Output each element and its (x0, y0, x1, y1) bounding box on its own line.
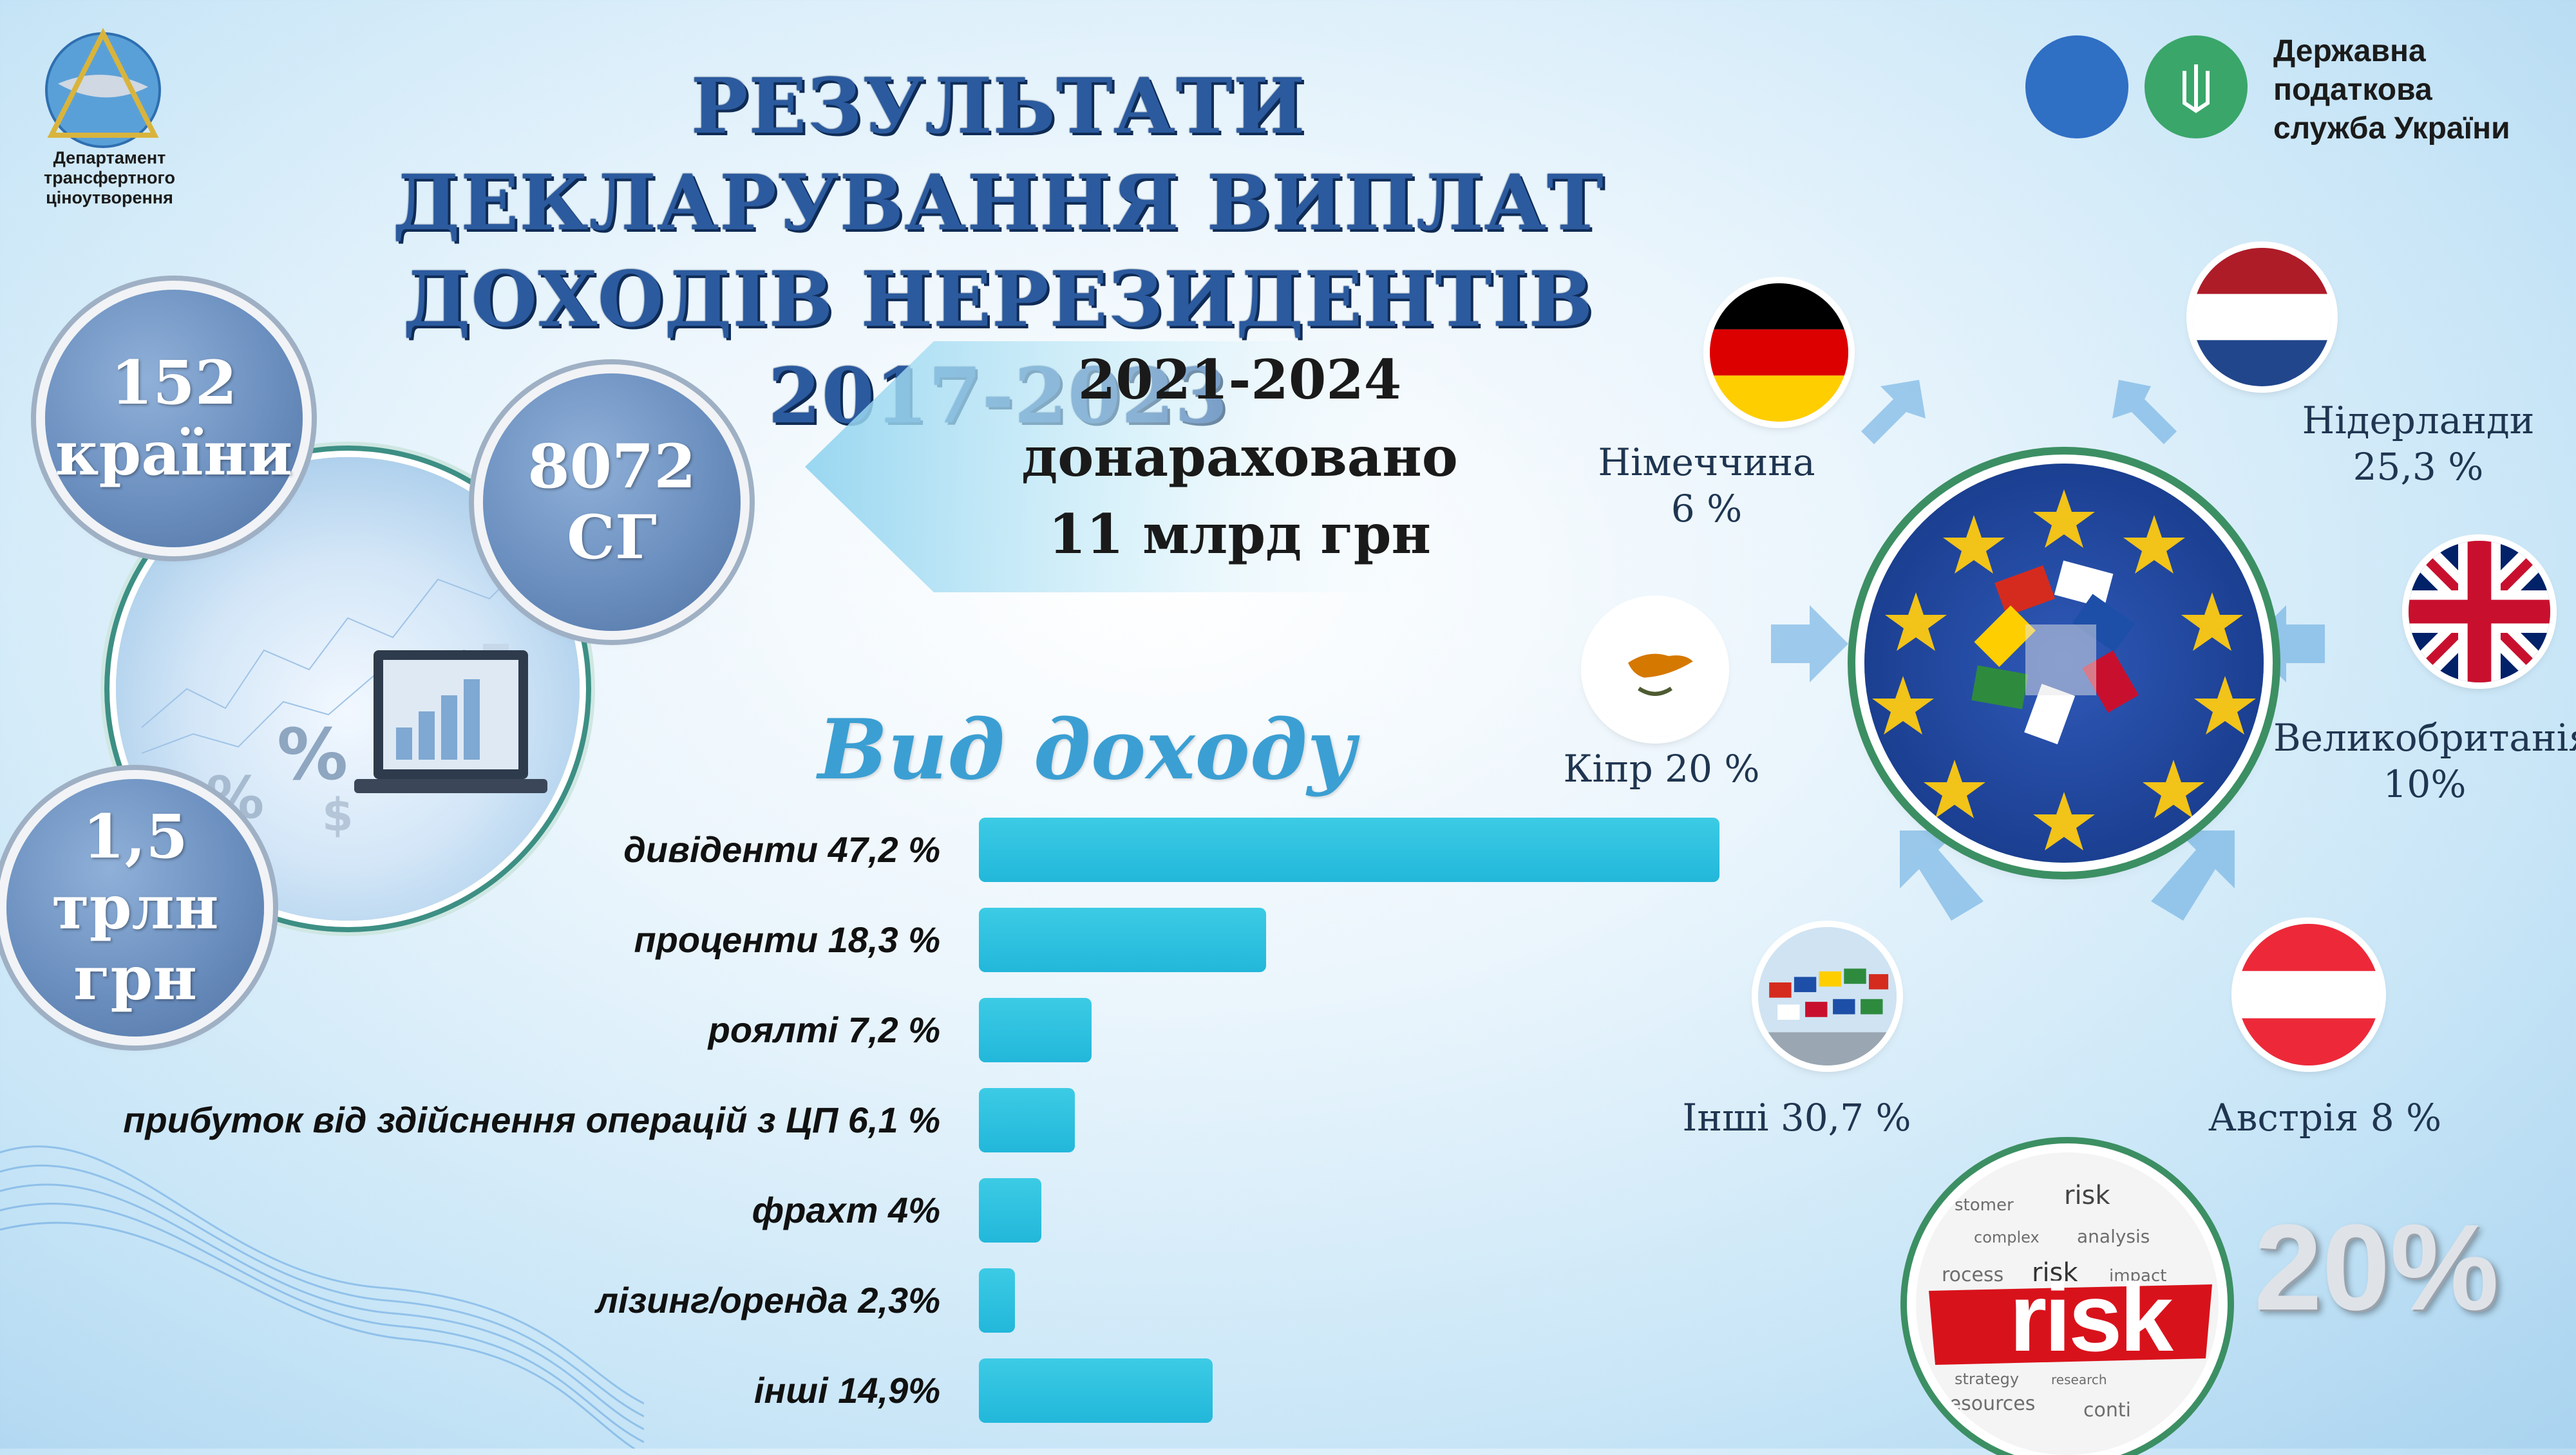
department-name: Департамент трансфертного ціноутворення (13, 148, 206, 208)
uk-label: Великобританія 10% (2273, 715, 2576, 807)
bar (979, 1358, 1213, 1423)
dept-line-2: трансфертного (44, 168, 175, 187)
world-flags-icon (1758, 927, 1897, 1065)
stat-countries-label: країни (55, 418, 293, 489)
svg-text:risk: risk (2064, 1181, 2110, 1210)
note-arrow-shape (805, 341, 1481, 592)
svg-text:rocess: rocess (1942, 1264, 2003, 1286)
bar (979, 818, 1719, 882)
note-years: 2021-2024 (1077, 348, 1402, 411)
bar-label: прибуток від здійснення операцій з ЦП 6,… (123, 1100, 940, 1140)
others-label: Інші 30,7 % (1682, 1096, 1911, 1140)
cyprus-flag-icon (1587, 602, 1723, 737)
netherlands-label: Нідерланди 25,3 % (2267, 397, 2570, 490)
additional-charges-note: 2021-2024 донараховано 11 млрд грн (934, 341, 1546, 573)
netherlands-share: 25,3 % (2353, 445, 2484, 489)
income-type-bar-chart: дивіденти 47,2 % проценти 18,3 % роялті 7,… (0, 818, 1739, 1449)
risk-cloud-icon: stomer risk complex analysis rocess risk… (1929, 1181, 2212, 1422)
svg-text:complex: complex (1974, 1228, 2040, 1246)
stat-cg-label: СГ (567, 502, 657, 573)
svg-text:analysis: analysis (2077, 1226, 2150, 1247)
risk-word: risk (2009, 1263, 2174, 1371)
page-title: РЕЗУЛЬТАТИ ДЕКЛАРУВАННЯ ВИПЛАТ ДОХОДІВ Н… (386, 58, 1610, 444)
agency-logo (2025, 35, 2248, 138)
germany-label: Німеччина 6 % (1533, 439, 1880, 532)
stat-amount-label: трлн грн (52, 872, 219, 1014)
bar-label: роялті 7,2 % (708, 1009, 940, 1050)
background-waves (0, 1145, 644, 1449)
dept-line-1: Департамент (53, 148, 166, 167)
germany-name: Німеччина (1598, 440, 1815, 484)
stat-countries-value: 152 (110, 348, 238, 418)
germany-share: 6 % (1671, 487, 1743, 530)
uk-flag-icon (2409, 541, 2550, 682)
finance-chart-illustration: % % $ (141, 547, 547, 841)
cyprus-label: Кіпр 20 % (1563, 747, 1760, 791)
stat-amount-value: 1,5 (82, 802, 188, 872)
agency-line-3: служба України (2273, 111, 2510, 146)
stat-amount: 1,5 трлн грн (6, 779, 264, 1037)
eu-stars-icon (1872, 489, 2256, 850)
bar (979, 1178, 1041, 1243)
dept-line-3: ціноутворення (46, 188, 173, 207)
bar (979, 1268, 1015, 1333)
stat-cg-value: 8072 (527, 431, 696, 502)
bar-label: дивіденти 47,2 % (623, 829, 940, 870)
svg-text:impact: impact (2109, 1266, 2166, 1286)
bar-label: фрахт 4% (752, 1190, 940, 1230)
bar (979, 908, 1266, 972)
chart-title: Вид доходу (818, 702, 1357, 798)
risk-percent: 20% (2254, 1199, 2499, 1336)
svg-text:strategy: strategy (1955, 1370, 2019, 1388)
bar (979, 1088, 1075, 1152)
svg-text:research: research (2051, 1372, 2107, 1387)
agency-line-2: податкова (2273, 73, 2432, 107)
svg-text:resources: resources (1942, 1393, 2035, 1415)
stat-cg: 8072 СГ (483, 373, 741, 631)
uk-share: 10% (2383, 762, 2467, 806)
uk-name: Великобританія (2273, 716, 2576, 760)
netherlands-name: Нідерланди (2302, 399, 2535, 442)
bar-label: проценти 18,3 % (634, 919, 940, 960)
bar-label: лізинг/оренда 2,3% (596, 1280, 940, 1320)
pointer-arrows (1771, 380, 2325, 921)
bar (979, 998, 1092, 1062)
title-line-1: РЕЗУЛЬТАТИ ДЕКЛАРУВАННЯ ВИПЛАТ (392, 61, 1604, 247)
svg-text:conti: conti (2083, 1399, 2131, 1422)
svg-text:stomer: stomer (1955, 1196, 2014, 1215)
svg-text:%: % (277, 713, 348, 796)
eu-flags-image (1864, 464, 2264, 863)
austria-label: Австрія 8 % (2208, 1096, 2442, 1140)
department-logo (45, 28, 161, 148)
svg-text:$: $ (322, 789, 354, 841)
agency-name: Державна податкова служба України (2273, 32, 2557, 148)
svg-text:risk: risk (2032, 1258, 2078, 1288)
risk-word-cloud: stomer risk complex analysis rocess risk… (1916, 1152, 2219, 1455)
stat-countries: 152 країни (45, 290, 303, 547)
bar-label: інші 14,9% (753, 1370, 940, 1411)
note-caption: донараховано (1021, 425, 1458, 489)
note-amount: 11 млрд грн (1048, 502, 1431, 566)
agency-line-1: Державна (2273, 34, 2426, 68)
